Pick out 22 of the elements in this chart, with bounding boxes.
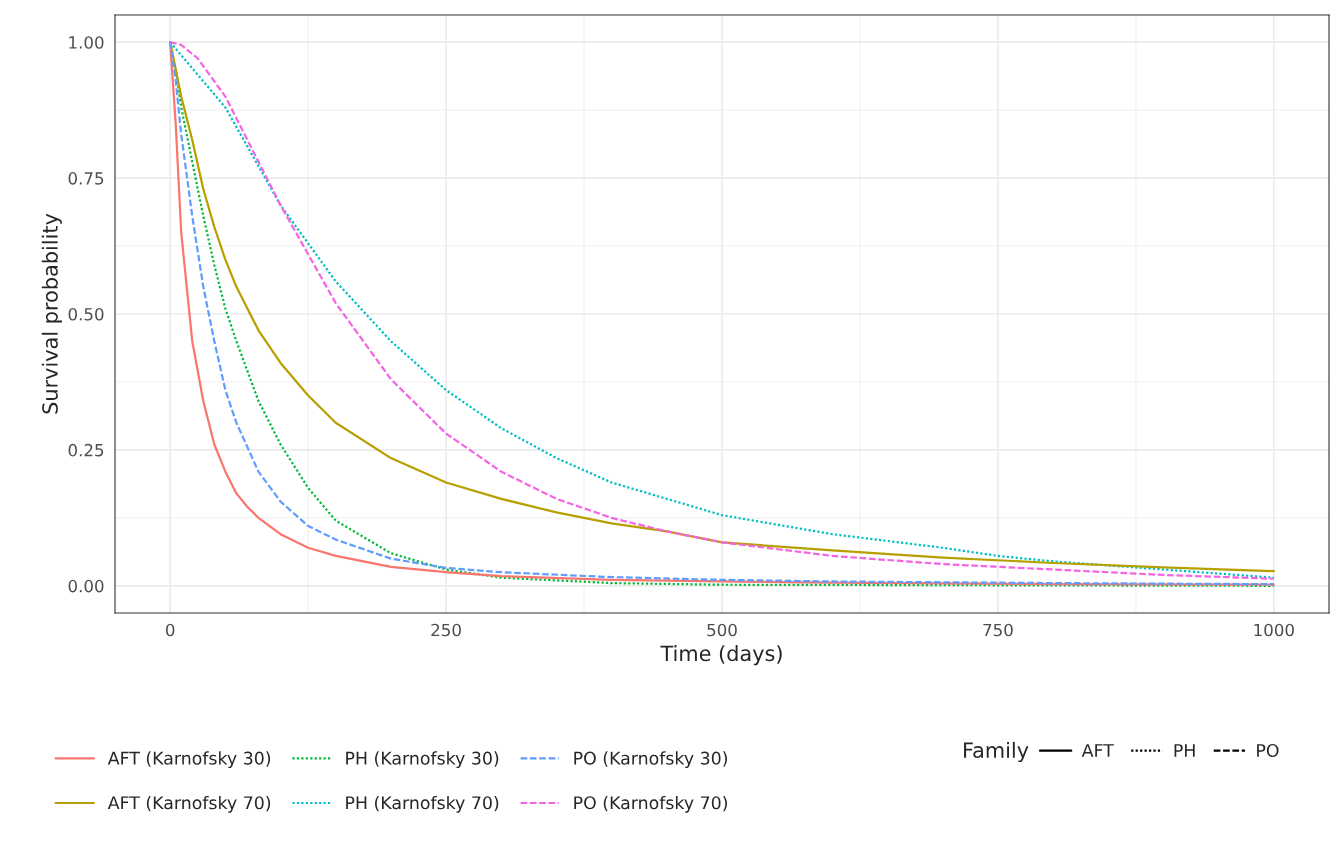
legend-label: PH (Karnofsky 30) (346, 751, 499, 769)
x-tick-label: 0 (165, 623, 175, 637)
y-tick-label: 0.00 (68, 579, 104, 593)
y-tick-label: 0.25 (68, 443, 104, 457)
x-axis-title: Time (days) (660, 645, 782, 666)
x-tick-label: 500 (707, 623, 737, 637)
y-tick-label: 1.00 (69, 36, 104, 49)
legend-label: AFT (Karnofsky 30) (107, 751, 271, 769)
legend-label: AFT (Karnofsky 70) (107, 795, 271, 813)
x-tick-label: 750 (983, 623, 1013, 637)
y-tick-label: 0.75 (68, 172, 104, 185)
legend-label: PH (Karnofsky 70) (346, 795, 499, 813)
legend-label: PO (Karnofsky 30) (574, 751, 727, 769)
x-tick-label: 250 (431, 623, 461, 637)
y-axis-title: Survival probability (41, 213, 62, 414)
text: PO (1257, 743, 1279, 758)
text: AFT (1081, 744, 1114, 757)
x-tick-label: 1000 (1254, 623, 1294, 637)
y-tick-label: 0.50 (68, 307, 104, 321)
legend-label: PO (Karnofsky 70) (574, 795, 727, 813)
text: PH (1174, 744, 1195, 757)
legend-title: Family (964, 741, 1029, 763)
